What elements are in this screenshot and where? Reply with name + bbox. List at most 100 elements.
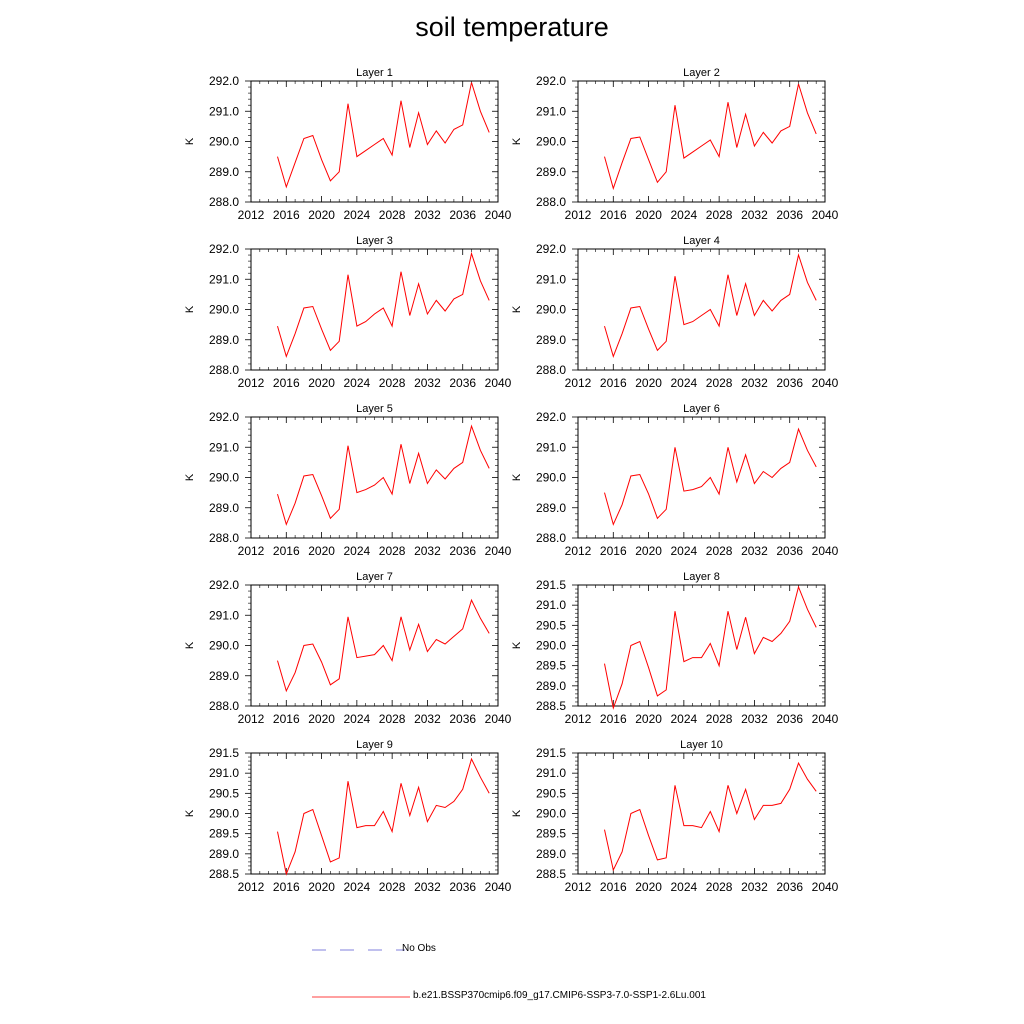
y-tick-label: 292.0 [536,74,566,88]
x-tick-label: 2024 [671,544,698,558]
y-tick-label: 289.0 [536,333,566,347]
x-tick-label: 2040 [485,880,512,894]
panel-title: Layer 3 [356,235,393,247]
legend-no-obs-line [312,949,405,951]
x-tick-label: 2016 [600,376,627,390]
x-tick-label: 2024 [344,712,371,726]
y-tick-label: 290.0 [209,135,239,149]
x-tick-label: 2024 [344,208,371,222]
y-tick-label: 290.0 [536,135,566,149]
y-axis-label: K [184,473,196,481]
panel-title: Layer 9 [356,739,393,751]
y-tick-label: 291.5 [536,578,566,592]
x-tick-label: 2036 [449,208,476,222]
y-tick-label: 289.5 [536,827,566,841]
panel-4: Layer 4 K 2012 2016 2020 2024 2028 2032 2036 2040… [511,235,839,390]
x-tick-label: 2040 [812,208,839,222]
x-tick-label: 2028 [706,544,733,558]
series-line [277,598,490,693]
x-tick-label: 2012 [238,208,265,222]
y-tick-label: 291.0 [536,104,566,118]
y-tick-label: 288.5 [536,867,566,881]
x-tick-label: 2020 [308,712,335,726]
x-tick-label: 2036 [776,544,803,558]
x-tick-label: 2012 [238,376,265,390]
x-tick-label: 2016 [273,376,300,390]
x-tick-label: 2040 [485,544,512,558]
x-tick-label: 2020 [308,208,335,222]
x-tick-label: 2024 [671,712,698,726]
legend-run-label: b.e21.BSSP370cmip6.f09_g17.CMIP6-SSP3-7.… [413,990,706,1001]
x-tick-label: 2024 [344,544,371,558]
y-tick-label: 291.0 [536,766,566,780]
x-tick-label: 2032 [414,880,441,894]
x-tick-label: 2020 [635,712,662,726]
x-tick-label: 2020 [635,208,662,222]
x-tick-label: 2016 [273,208,300,222]
y-tick-label: 290.5 [536,786,566,800]
y-axis-label: K [511,809,523,817]
y-tick-label: 289.5 [209,827,239,841]
x-tick-label: 2040 [812,544,839,558]
legend-no-obs-label: No Obs [402,943,436,954]
x-tick-label: 2016 [273,712,300,726]
panel-title: Layer 4 [683,235,720,247]
x-tick-label: 2032 [414,208,441,222]
x-tick-label: 2016 [273,544,300,558]
x-tick-label: 2032 [741,544,768,558]
x-tick-label: 2040 [812,880,839,894]
x-tick-label: 2012 [565,712,592,726]
x-tick-label: 2028 [706,376,733,390]
y-axis-label: K [511,641,523,649]
x-tick-label: 2024 [671,376,698,390]
x-tick-label: 2040 [812,376,839,390]
y-tick-label: 291.0 [209,104,239,118]
y-axis-label: K [184,137,196,145]
panel-3: Layer 3 K 2012 2016 2020 2024 2028 2032 2036 2040… [184,235,512,390]
x-tick-label: 2036 [449,712,476,726]
y-tick-label: 290.5 [536,618,566,632]
x-tick-label: 2040 [485,208,512,222]
y-tick-label: 288.0 [209,531,239,545]
x-tick-label: 2036 [449,880,476,894]
y-tick-label: 292.0 [209,578,239,592]
x-tick-label: 2020 [308,880,335,894]
panel-2: Layer 2 K 2012 2016 2020 2024 2028 2032 2036 2040… [511,67,839,222]
y-tick-label: 291.0 [209,272,239,286]
series-line [604,83,817,191]
y-tick-label: 291.5 [536,746,566,760]
panel-7: Layer 7 K 2012 2016 2020 2024 2028 2032 2036 2040… [184,571,512,726]
y-tick-label: 292.0 [536,242,566,256]
x-tick-label: 2020 [635,544,662,558]
x-tick-label: 2032 [741,880,768,894]
y-tick-label: 292.0 [209,74,239,88]
plot-frame [250,752,499,875]
x-tick-label: 2036 [776,880,803,894]
x-tick-label: 2016 [600,880,627,894]
x-tick-label: 2036 [776,712,803,726]
y-tick-label: 291.0 [536,440,566,454]
x-tick-label: 2032 [414,376,441,390]
panel-title: Layer 10 [680,739,723,751]
panel-1: Layer 1 K 2012 2016 2020 2024 2028 2032 2036 2040… [184,67,512,222]
panel-title: Layer 1 [356,67,393,79]
panel-title: Layer 7 [356,571,393,583]
y-tick-label: 290.0 [536,471,566,485]
y-tick-label: 291.5 [209,746,239,760]
x-tick-label: 2036 [776,376,803,390]
plot-frame [577,584,826,707]
x-tick-label: 2016 [600,712,627,726]
series-line [277,251,490,358]
x-tick-label: 2036 [449,544,476,558]
series-line [277,82,490,189]
series-line [604,253,817,358]
x-tick-label: 2012 [565,208,592,222]
y-tick-label: 290.0 [209,303,239,317]
y-tick-label: 288.0 [209,363,239,377]
x-tick-label: 2040 [485,712,512,726]
plot-frame [577,752,826,875]
x-tick-label: 2032 [741,712,768,726]
x-tick-label: 2012 [238,880,265,894]
y-tick-label: 289.0 [536,847,566,861]
x-tick-label: 2040 [485,376,512,390]
